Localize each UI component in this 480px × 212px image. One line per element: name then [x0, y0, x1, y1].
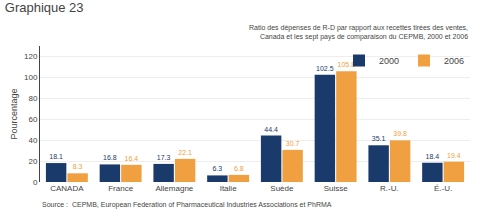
svg-text:80: 80 [28, 94, 37, 103]
svg-text:40: 40 [28, 136, 37, 145]
svg-text:8.3: 8.3 [73, 163, 83, 170]
svg-text:30.7: 30.7 [286, 140, 300, 147]
svg-text:Graphique 23: Graphique 23 [5, 0, 84, 15]
svg-text:6.8: 6.8 [234, 165, 244, 172]
svg-text:2000: 2000 [379, 56, 399, 66]
svg-text:16.4: 16.4 [125, 155, 139, 162]
svg-text:60: 60 [28, 115, 37, 124]
svg-text:18.4: 18.4 [426, 153, 440, 160]
svg-text:105.8: 105.8 [338, 61, 356, 68]
svg-text:22.1: 22.1 [178, 149, 192, 156]
svg-text:102.5: 102.5 [316, 65, 334, 72]
svg-text:39.8: 39.8 [393, 130, 407, 137]
svg-text:18.1: 18.1 [49, 153, 63, 160]
svg-text:Ratio des dépenses de R-D par: Ratio des dépenses de R-D par rapport au… [249, 24, 468, 41]
svg-text:Allemagne: Allemagne [155, 184, 193, 193]
svg-text:20: 20 [28, 157, 37, 166]
svg-text:35.1: 35.1 [372, 135, 386, 142]
svg-text:Pourcentage: Pourcentage [9, 88, 19, 139]
svg-text:Suède: Suède [270, 184, 294, 193]
svg-text:R.-U.: R.-U. [380, 184, 399, 193]
svg-text:É.-U.: É.-U. [434, 184, 452, 193]
svg-text:0: 0 [33, 178, 38, 187]
svg-text:France: France [108, 184, 133, 193]
svg-text:CANADA: CANADA [50, 184, 84, 193]
svg-text:100: 100 [24, 73, 38, 82]
svg-text:19.4: 19.4 [447, 152, 461, 159]
svg-text:Source : CEPMB, European Fede: Source : CEPMB, European Federation of P… [42, 201, 332, 209]
svg-text:16.8: 16.8 [103, 154, 117, 161]
svg-text:2006: 2006 [444, 56, 464, 66]
svg-text:Suisse: Suisse [324, 184, 349, 193]
svg-text:Italie: Italie [220, 184, 237, 193]
svg-text:44.4: 44.4 [264, 126, 278, 133]
svg-text:6.3: 6.3 [212, 165, 222, 172]
svg-text:120: 120 [24, 52, 38, 61]
svg-text:17.3: 17.3 [157, 154, 171, 161]
